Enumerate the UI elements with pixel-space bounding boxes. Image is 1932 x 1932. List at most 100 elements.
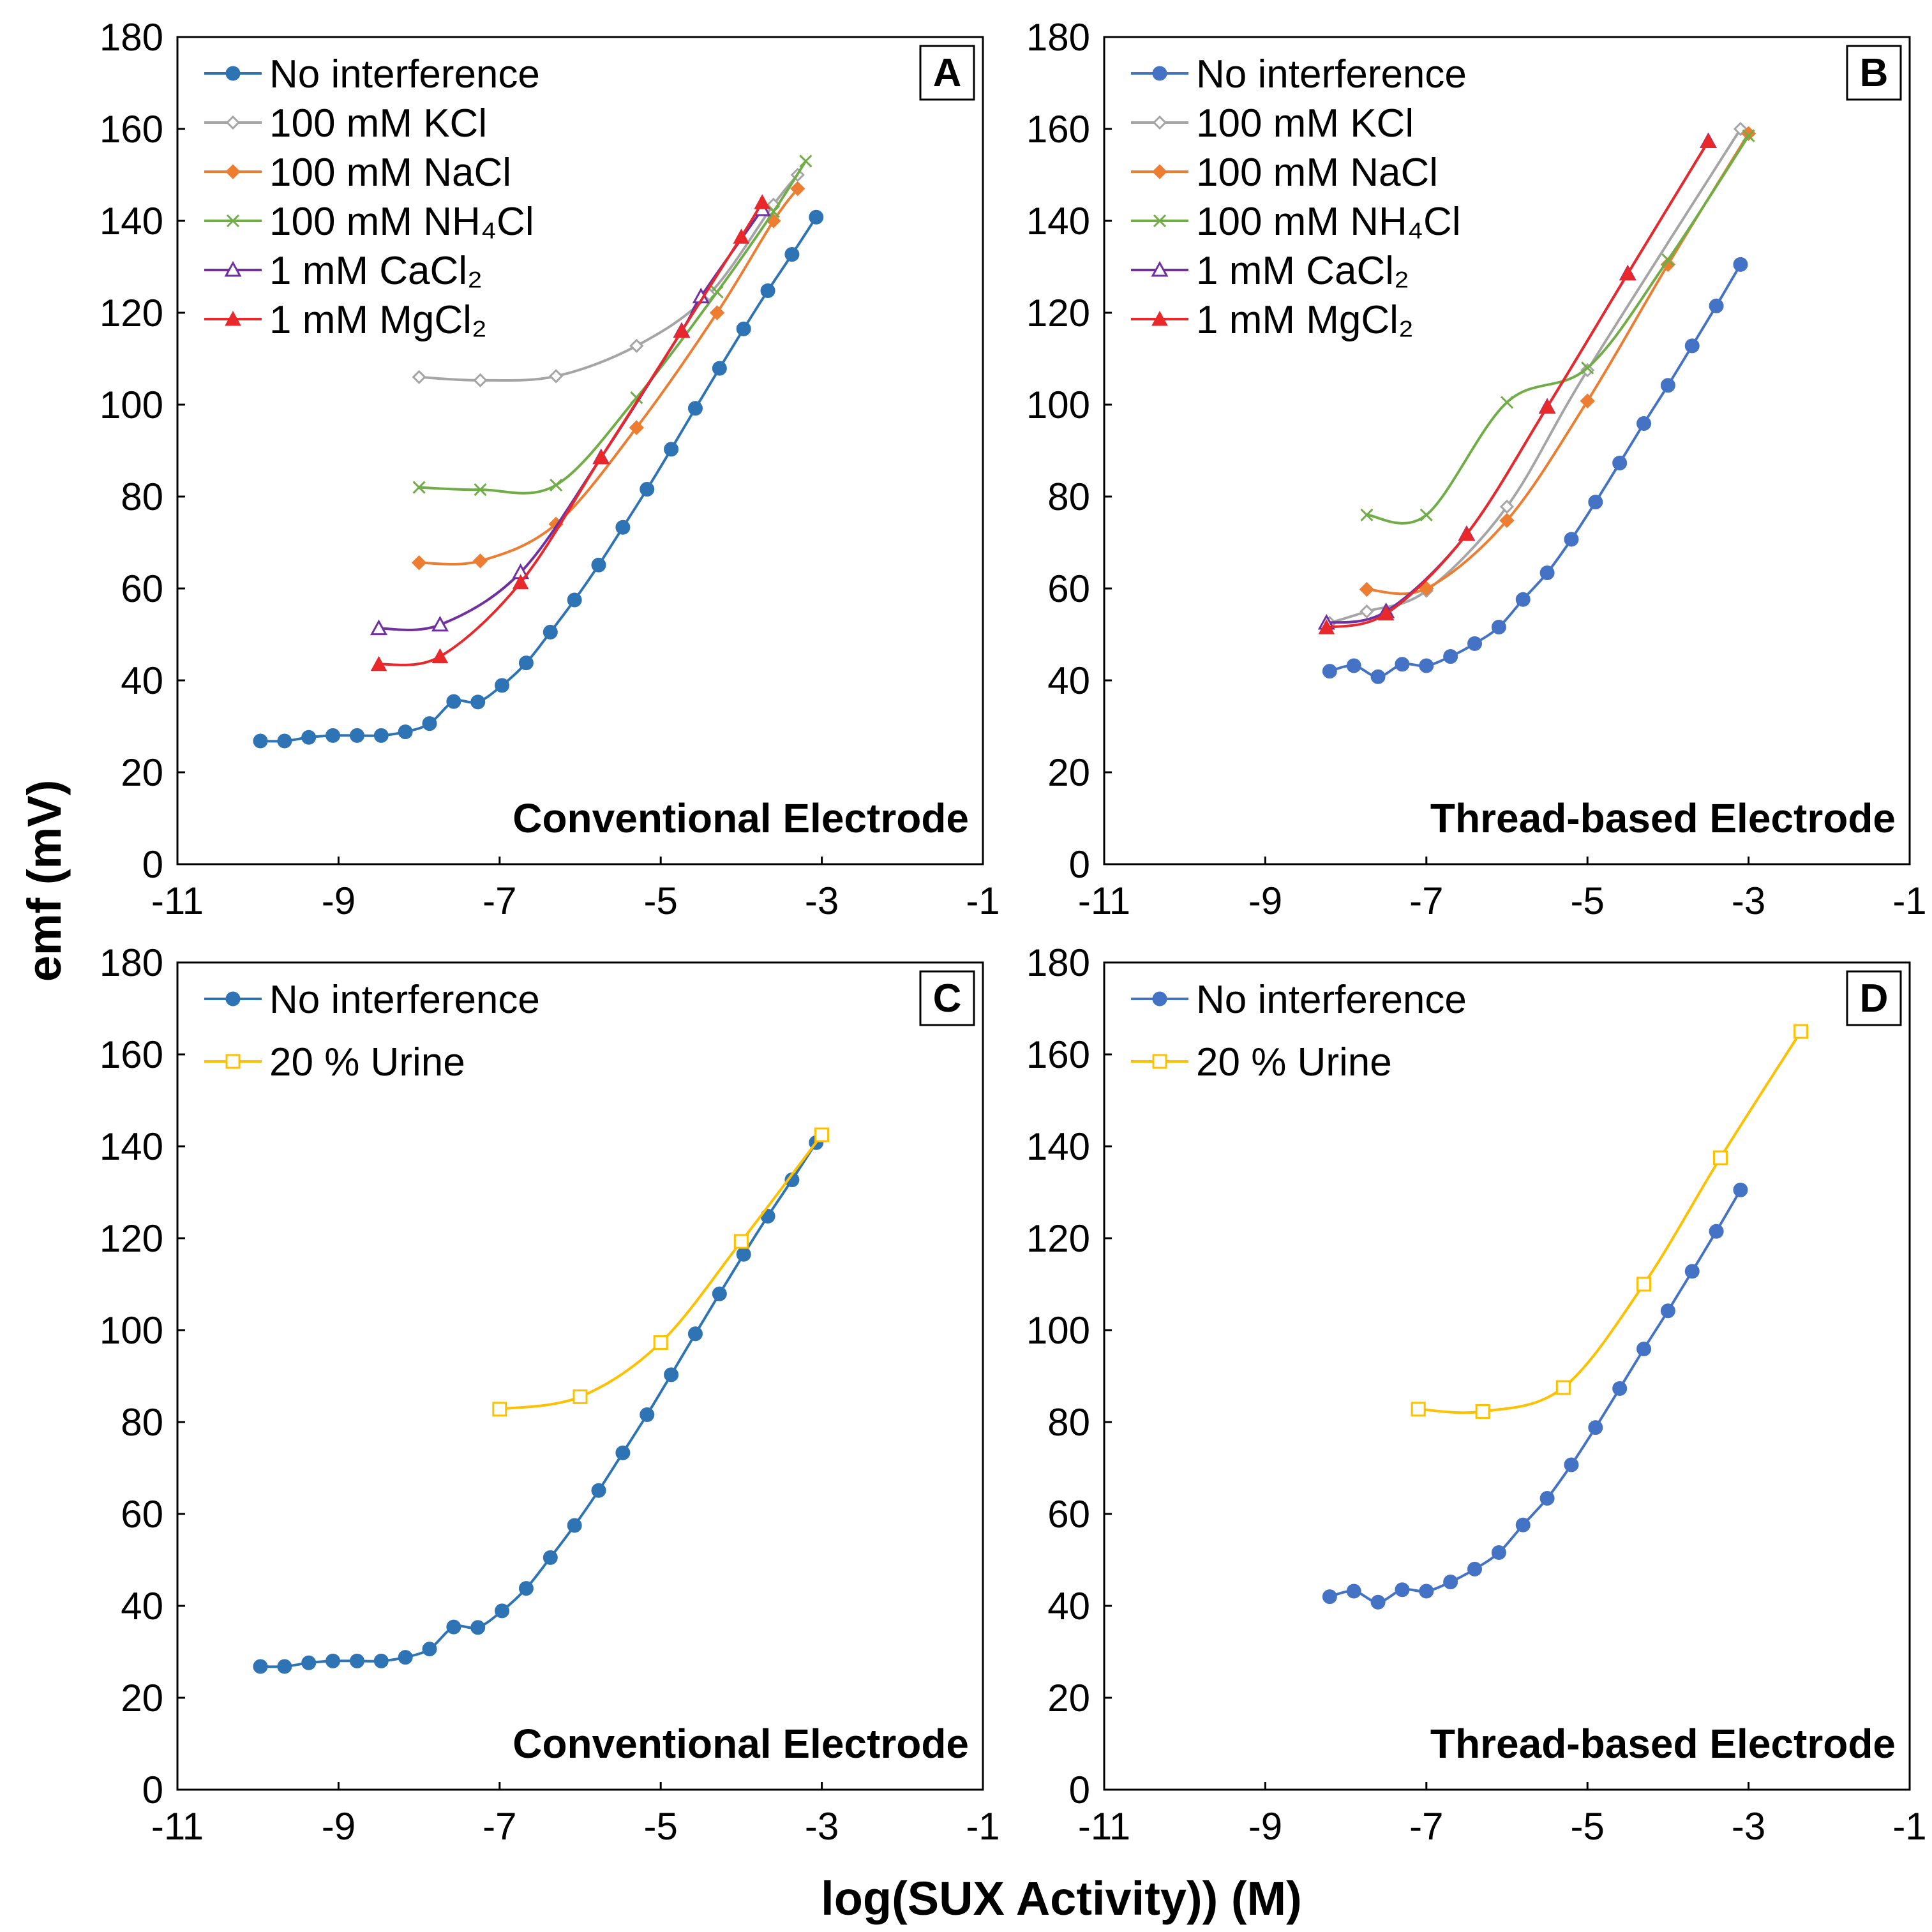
data-point	[664, 1367, 679, 1382]
x-tick-label: -7	[1409, 880, 1443, 922]
plot-frame	[176, 961, 984, 1791]
y-tick-label: 80	[1047, 476, 1090, 518]
data-point	[1539, 1491, 1555, 1506]
data-point	[1564, 1457, 1579, 1472]
legend-marker	[1152, 991, 1167, 1007]
y-tick-label: 20	[1047, 751, 1090, 794]
panels: 0 20 40 60 80 100 120 140 160 180 -11 -9 -7 -5 -3 -1 No …	[100, 16, 1927, 1848]
data-point	[1660, 257, 1676, 273]
plot-frame	[1103, 961, 1911, 1791]
series-0	[1322, 1182, 1748, 1610]
data-point	[1700, 133, 1717, 148]
legend-marker	[1153, 214, 1167, 228]
data-point	[1322, 664, 1337, 679]
y-tick-label: 80	[121, 476, 163, 518]
data-point	[1443, 1575, 1458, 1590]
y-tick-label: 100	[1026, 384, 1090, 426]
data-point	[1612, 455, 1628, 470]
series-1	[492, 1127, 830, 1417]
data-point	[422, 1642, 437, 1657]
data-point	[1612, 1381, 1628, 1396]
data-point	[712, 1286, 727, 1301]
data-point	[629, 420, 645, 435]
data-point	[1467, 636, 1483, 651]
data-point	[1515, 592, 1531, 607]
x-tick-label: -1	[1892, 1805, 1926, 1848]
data-point	[687, 401, 703, 416]
series-1	[1322, 121, 1748, 631]
data-point	[472, 553, 488, 569]
data-point	[373, 1653, 389, 1668]
legend-marker	[1152, 66, 1167, 81]
data-point	[470, 694, 486, 710]
data-point	[349, 728, 364, 743]
legend-marker	[225, 66, 241, 81]
legend-marker	[1152, 1054, 1167, 1069]
data-point	[1709, 298, 1724, 313]
data-point	[326, 1653, 341, 1668]
legend-label: 100 mM KCl	[269, 101, 487, 146]
data-point	[518, 1581, 534, 1596]
data-point	[653, 1335, 668, 1350]
y-tick-label: 180	[100, 16, 163, 59]
series-line	[419, 188, 799, 566]
y-tick-label: 60	[1047, 1493, 1090, 1536]
data-point	[543, 624, 558, 640]
panel-letter-box	[919, 970, 975, 1026]
data-point	[733, 1234, 749, 1249]
y-tick-label: 140	[100, 200, 163, 243]
data-point	[518, 655, 534, 671]
series-line	[260, 216, 818, 743]
data-point	[1419, 508, 1433, 521]
data-point	[1684, 338, 1700, 354]
y-tick-label: 40	[121, 1585, 163, 1628]
x-tick-label: -1	[966, 1805, 1000, 1848]
series-line	[1329, 1189, 1742, 1604]
data-point	[615, 520, 631, 535]
data-point	[1709, 1224, 1724, 1239]
x-tick-label: -7	[483, 1805, 516, 1848]
data-point	[1467, 1561, 1483, 1576]
legend-label: 1 mM CaCl₂	[269, 249, 483, 293]
panel-b: 0 20 40 60 80 100 120 140 160 180 -11 -9 -7 -5 -3 -1 No …	[1026, 16, 1927, 922]
data-point	[1580, 363, 1595, 378]
data-point	[1564, 532, 1579, 547]
electrode-label: Conventional Electrode	[513, 1721, 969, 1767]
y-tick-label: 120	[1026, 292, 1090, 334]
data-point	[591, 1483, 606, 1498]
data-point	[1377, 605, 1395, 621]
data-point	[736, 1247, 751, 1262]
legend-label: 1 mM MgCl₂	[1196, 298, 1414, 342]
data-point	[431, 648, 449, 664]
series-1	[1411, 1024, 1809, 1419]
data-point	[277, 1659, 292, 1674]
data-point	[1359, 604, 1374, 619]
data-point	[573, 1389, 588, 1404]
data-point	[712, 361, 727, 376]
data-point	[474, 483, 487, 497]
legend-marker	[1151, 310, 1168, 326]
y-tick-label: 80	[1047, 1401, 1090, 1444]
y-tick-label: 80	[121, 1401, 163, 1444]
data-point	[1793, 1024, 1809, 1039]
data-point	[470, 1620, 486, 1635]
legend-marker	[225, 1054, 241, 1069]
data-point	[640, 1407, 655, 1422]
data-point	[1360, 508, 1374, 521]
electrode-label: Thread-based Electrode	[1430, 1721, 1896, 1767]
data-point	[664, 442, 679, 457]
data-point	[1636, 1342, 1652, 1357]
y-tick-label: 0	[142, 843, 163, 886]
data-point	[809, 209, 824, 225]
x-tick-label: -7	[1409, 1805, 1443, 1848]
y-tick-label: 180	[1026, 16, 1090, 59]
panel-letter: B	[1860, 51, 1889, 95]
data-point	[1733, 1182, 1748, 1197]
y-axis-title: emf (mV)	[18, 780, 71, 982]
data-point	[412, 370, 426, 384]
y-tick-label: 140	[1026, 200, 1090, 243]
y-tick-label: 140	[1026, 1125, 1090, 1168]
y-tick-label: 60	[121, 567, 163, 610]
data-point	[495, 1603, 510, 1619]
data-point	[253, 1659, 268, 1674]
